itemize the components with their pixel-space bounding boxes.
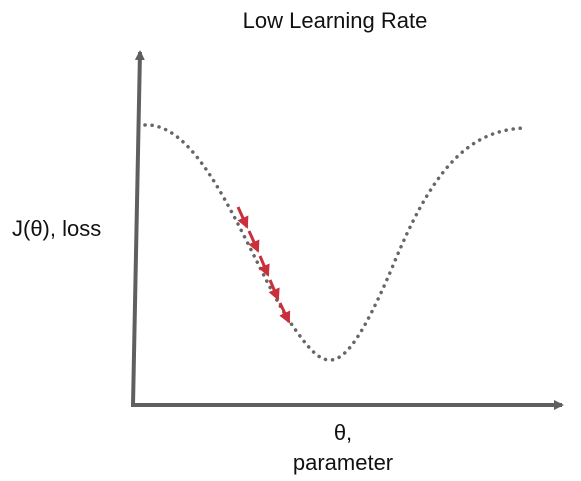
loss-curve (143, 123, 527, 362)
title: Low Learning Rate (243, 8, 428, 33)
step-arrow (278, 302, 291, 324)
step-arrow (258, 255, 270, 277)
y-axis-label: J(θ), loss (12, 216, 101, 241)
step-arrow (268, 279, 280, 301)
y-axis (131, 50, 145, 406)
step-arrow (247, 230, 260, 253)
x-axis-label: θ, (334, 420, 352, 445)
x-axis-label: parameter (293, 450, 393, 475)
gradient-steps (236, 206, 291, 324)
step-arrow (236, 206, 249, 229)
